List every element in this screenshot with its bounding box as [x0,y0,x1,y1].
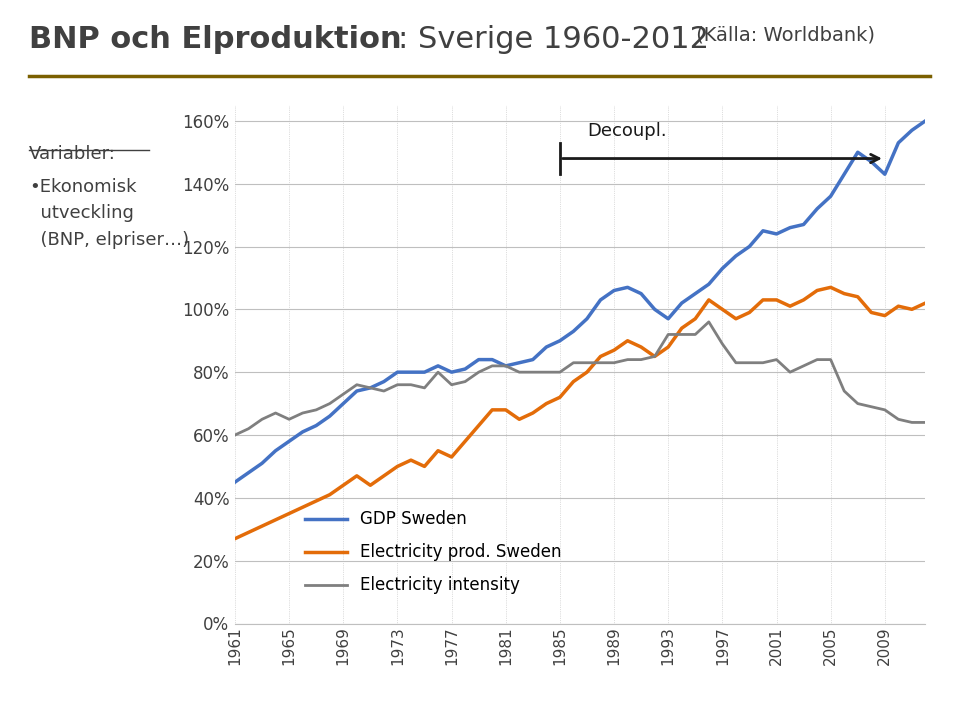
Text: Decoupl.: Decoupl. [587,122,667,140]
Text: (BNP, elpriser…): (BNP, elpriser…) [29,231,189,249]
Legend: GDP Sweden, Electricity prod. Sweden, Electricity intensity: GDP Sweden, Electricity prod. Sweden, El… [305,510,562,594]
Text: utveckling: utveckling [29,204,133,223]
Text: BNP och Elproduktion: BNP och Elproduktion [29,25,402,54]
Text: Variabler:: Variabler: [29,145,116,163]
Text: •Ekonomisk: •Ekonomisk [29,178,136,196]
Text: (Källa: Worldbank): (Källa: Worldbank) [690,25,876,44]
Text: : Sverige 1960-2012: : Sverige 1960-2012 [398,25,709,54]
